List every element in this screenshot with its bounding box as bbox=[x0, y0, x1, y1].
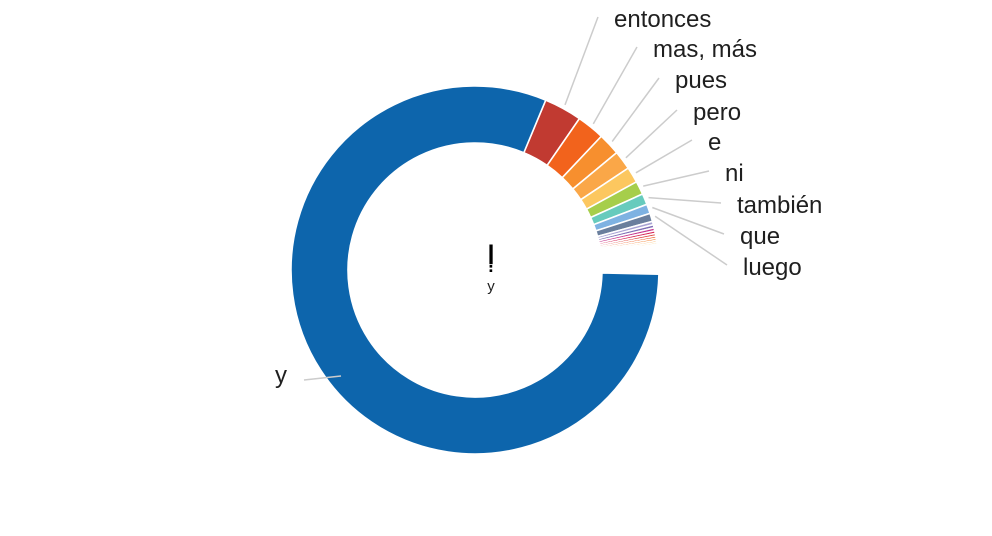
leader-line-e bbox=[635, 139, 693, 174]
leader-line-entonces bbox=[564, 16, 599, 106]
segment-label-e: e bbox=[708, 129, 721, 156]
segment-label-luego: luego bbox=[743, 254, 802, 281]
leader-lines-group bbox=[303, 16, 728, 381]
donut-segment-minor-21[interactable] bbox=[600, 247, 659, 258]
leader-line-pero bbox=[625, 109, 678, 159]
segment-label-ni: ni bbox=[725, 160, 744, 187]
center-label-word: וְ bbox=[486, 232, 496, 273]
leader-line-que bbox=[652, 206, 725, 235]
leader-line-mas-más bbox=[592, 46, 638, 125]
segments-group bbox=[290, 85, 660, 455]
segment-label-y: y bbox=[275, 362, 287, 389]
labels-group: entonces mas, más pues pero eni también que lue… bbox=[275, 6, 822, 389]
segment-label-pues: pues bbox=[675, 67, 727, 94]
center-label-translation: y bbox=[487, 278, 495, 295]
segment-label-también: también bbox=[737, 192, 822, 219]
leader-line-pues bbox=[611, 77, 660, 142]
leader-line-luego bbox=[654, 215, 728, 266]
segment-label-entonces: entonces bbox=[614, 6, 711, 33]
leader-line-ni bbox=[643, 170, 710, 187]
segment-label-pero: pero bbox=[693, 99, 741, 126]
leader-line-y bbox=[303, 375, 342, 381]
donut-segment-y[interactable] bbox=[290, 85, 660, 455]
leader-line-también bbox=[648, 196, 722, 204]
segment-label-que: que bbox=[740, 223, 780, 250]
segment-label-mas-más: mas, más bbox=[653, 36, 757, 63]
